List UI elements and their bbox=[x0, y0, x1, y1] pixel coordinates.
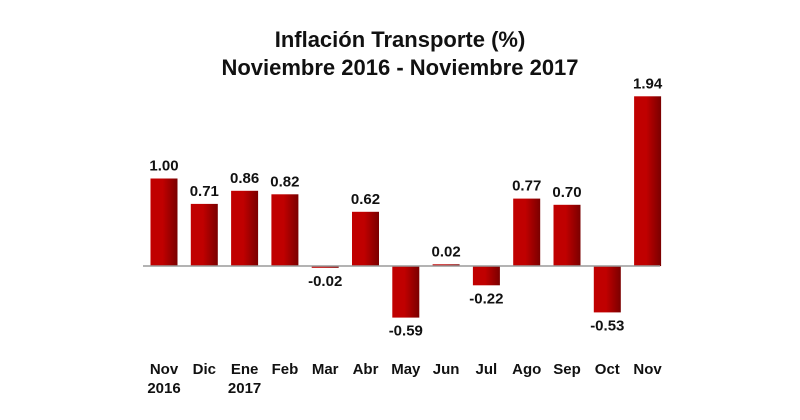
category-label: 2016 bbox=[147, 380, 180, 397]
category-label: 2017 bbox=[228, 380, 261, 397]
bar bbox=[553, 204, 581, 266]
category-label: Sep bbox=[553, 361, 581, 378]
bar-value-label: 1.00 bbox=[149, 158, 178, 175]
bar-value-label: 1.94 bbox=[633, 75, 663, 92]
bar bbox=[432, 264, 460, 267]
chart-subtitle: Noviembre 2016 - Noviembre 2017 bbox=[221, 55, 579, 80]
category-label: Oct bbox=[595, 361, 620, 378]
bar bbox=[231, 190, 259, 267]
bar-value-label: -0.22 bbox=[469, 290, 503, 307]
category-label: Jun bbox=[433, 361, 460, 378]
bar-value-label: 0.02 bbox=[431, 243, 460, 260]
category-label: Nov bbox=[633, 361, 662, 378]
chart-title-block: Inflación Transporte (%) Noviembre 2016 … bbox=[0, 26, 800, 82]
category-label: Nov bbox=[150, 361, 179, 378]
category-label: May bbox=[391, 361, 421, 378]
category-label: Abr bbox=[353, 361, 379, 378]
bar-value-label: -0.53 bbox=[590, 317, 624, 334]
bar-value-label: 0.70 bbox=[552, 184, 581, 201]
bar bbox=[472, 266, 500, 286]
bar-value-label: -0.59 bbox=[389, 323, 423, 340]
category-labels-group: Nov 2016 Dic Ene 2017 Feb Mar Abr May Jun Jul Ago Se… bbox=[147, 361, 662, 397]
category-label: Ene bbox=[231, 361, 259, 378]
bar bbox=[311, 266, 339, 268]
bars-group bbox=[150, 96, 662, 318]
bar-value-label: 0.86 bbox=[230, 170, 259, 187]
bar bbox=[513, 198, 541, 266]
category-label: Dic bbox=[193, 361, 216, 378]
bar bbox=[593, 266, 621, 313]
bar-value-label: 0.62 bbox=[351, 191, 380, 208]
chart-title: Inflación Transporte (%) bbox=[274, 27, 526, 52]
bar bbox=[150, 178, 178, 266]
value-labels-group: 1.00 0.71 0.86 0.82 -0.02 0.62 -0.59 0.02 -0.22 0… bbox=[149, 75, 662, 339]
bar-value-label: -0.02 bbox=[308, 273, 342, 290]
category-label: Ago bbox=[512, 361, 541, 378]
category-label: Feb bbox=[272, 361, 299, 378]
category-label: Mar bbox=[312, 361, 339, 378]
category-label: Jul bbox=[476, 361, 498, 378]
bar bbox=[392, 266, 420, 318]
bar bbox=[271, 194, 299, 267]
bar bbox=[352, 211, 379, 267]
bar-value-label: 0.77 bbox=[512, 178, 541, 195]
bar-value-label: 0.82 bbox=[270, 173, 299, 190]
bar-value-label: 0.71 bbox=[190, 183, 219, 200]
bar bbox=[190, 203, 218, 266]
bar bbox=[634, 96, 662, 267]
